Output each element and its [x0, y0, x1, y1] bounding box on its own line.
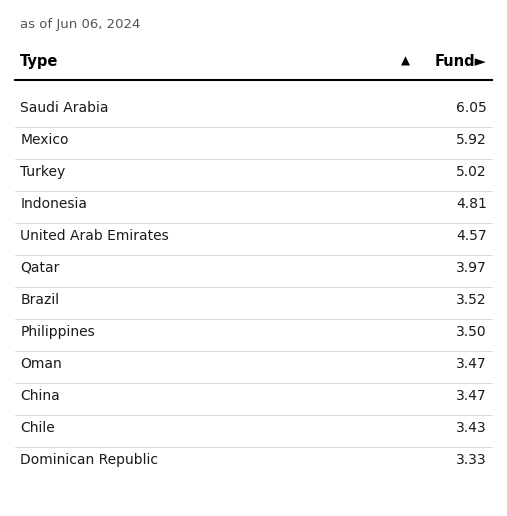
Text: 3.43: 3.43 — [456, 421, 487, 434]
Text: China: China — [20, 389, 60, 402]
Text: 3.47: 3.47 — [456, 357, 487, 370]
Text: 3.97: 3.97 — [456, 261, 487, 275]
Text: Type: Type — [20, 54, 59, 69]
Text: 5.02: 5.02 — [456, 165, 487, 179]
Text: Dominican Republic: Dominican Republic — [20, 453, 158, 466]
Text: Fund►: Fund► — [435, 54, 487, 69]
Text: 4.81: 4.81 — [456, 197, 487, 211]
Text: 3.52: 3.52 — [456, 293, 487, 307]
Text: 3.33: 3.33 — [456, 453, 487, 466]
Text: 5.92: 5.92 — [456, 133, 487, 147]
Text: 3.47: 3.47 — [456, 389, 487, 402]
Text: Indonesia: Indonesia — [20, 197, 87, 211]
Text: 6.05: 6.05 — [456, 101, 487, 115]
Text: as of Jun 06, 2024: as of Jun 06, 2024 — [20, 18, 140, 31]
Text: Mexico: Mexico — [20, 133, 69, 147]
Text: United Arab Emirates: United Arab Emirates — [20, 229, 169, 243]
Text: Saudi Arabia: Saudi Arabia — [20, 101, 109, 115]
Text: Brazil: Brazil — [20, 293, 59, 307]
Text: ▲: ▲ — [401, 54, 410, 67]
Text: Chile: Chile — [20, 421, 55, 434]
Text: Turkey: Turkey — [20, 165, 65, 179]
Text: Oman: Oman — [20, 357, 62, 370]
Text: 3.50: 3.50 — [456, 325, 487, 338]
Text: Qatar: Qatar — [20, 261, 60, 275]
Text: Philippines: Philippines — [20, 325, 95, 338]
Text: 4.57: 4.57 — [456, 229, 487, 243]
